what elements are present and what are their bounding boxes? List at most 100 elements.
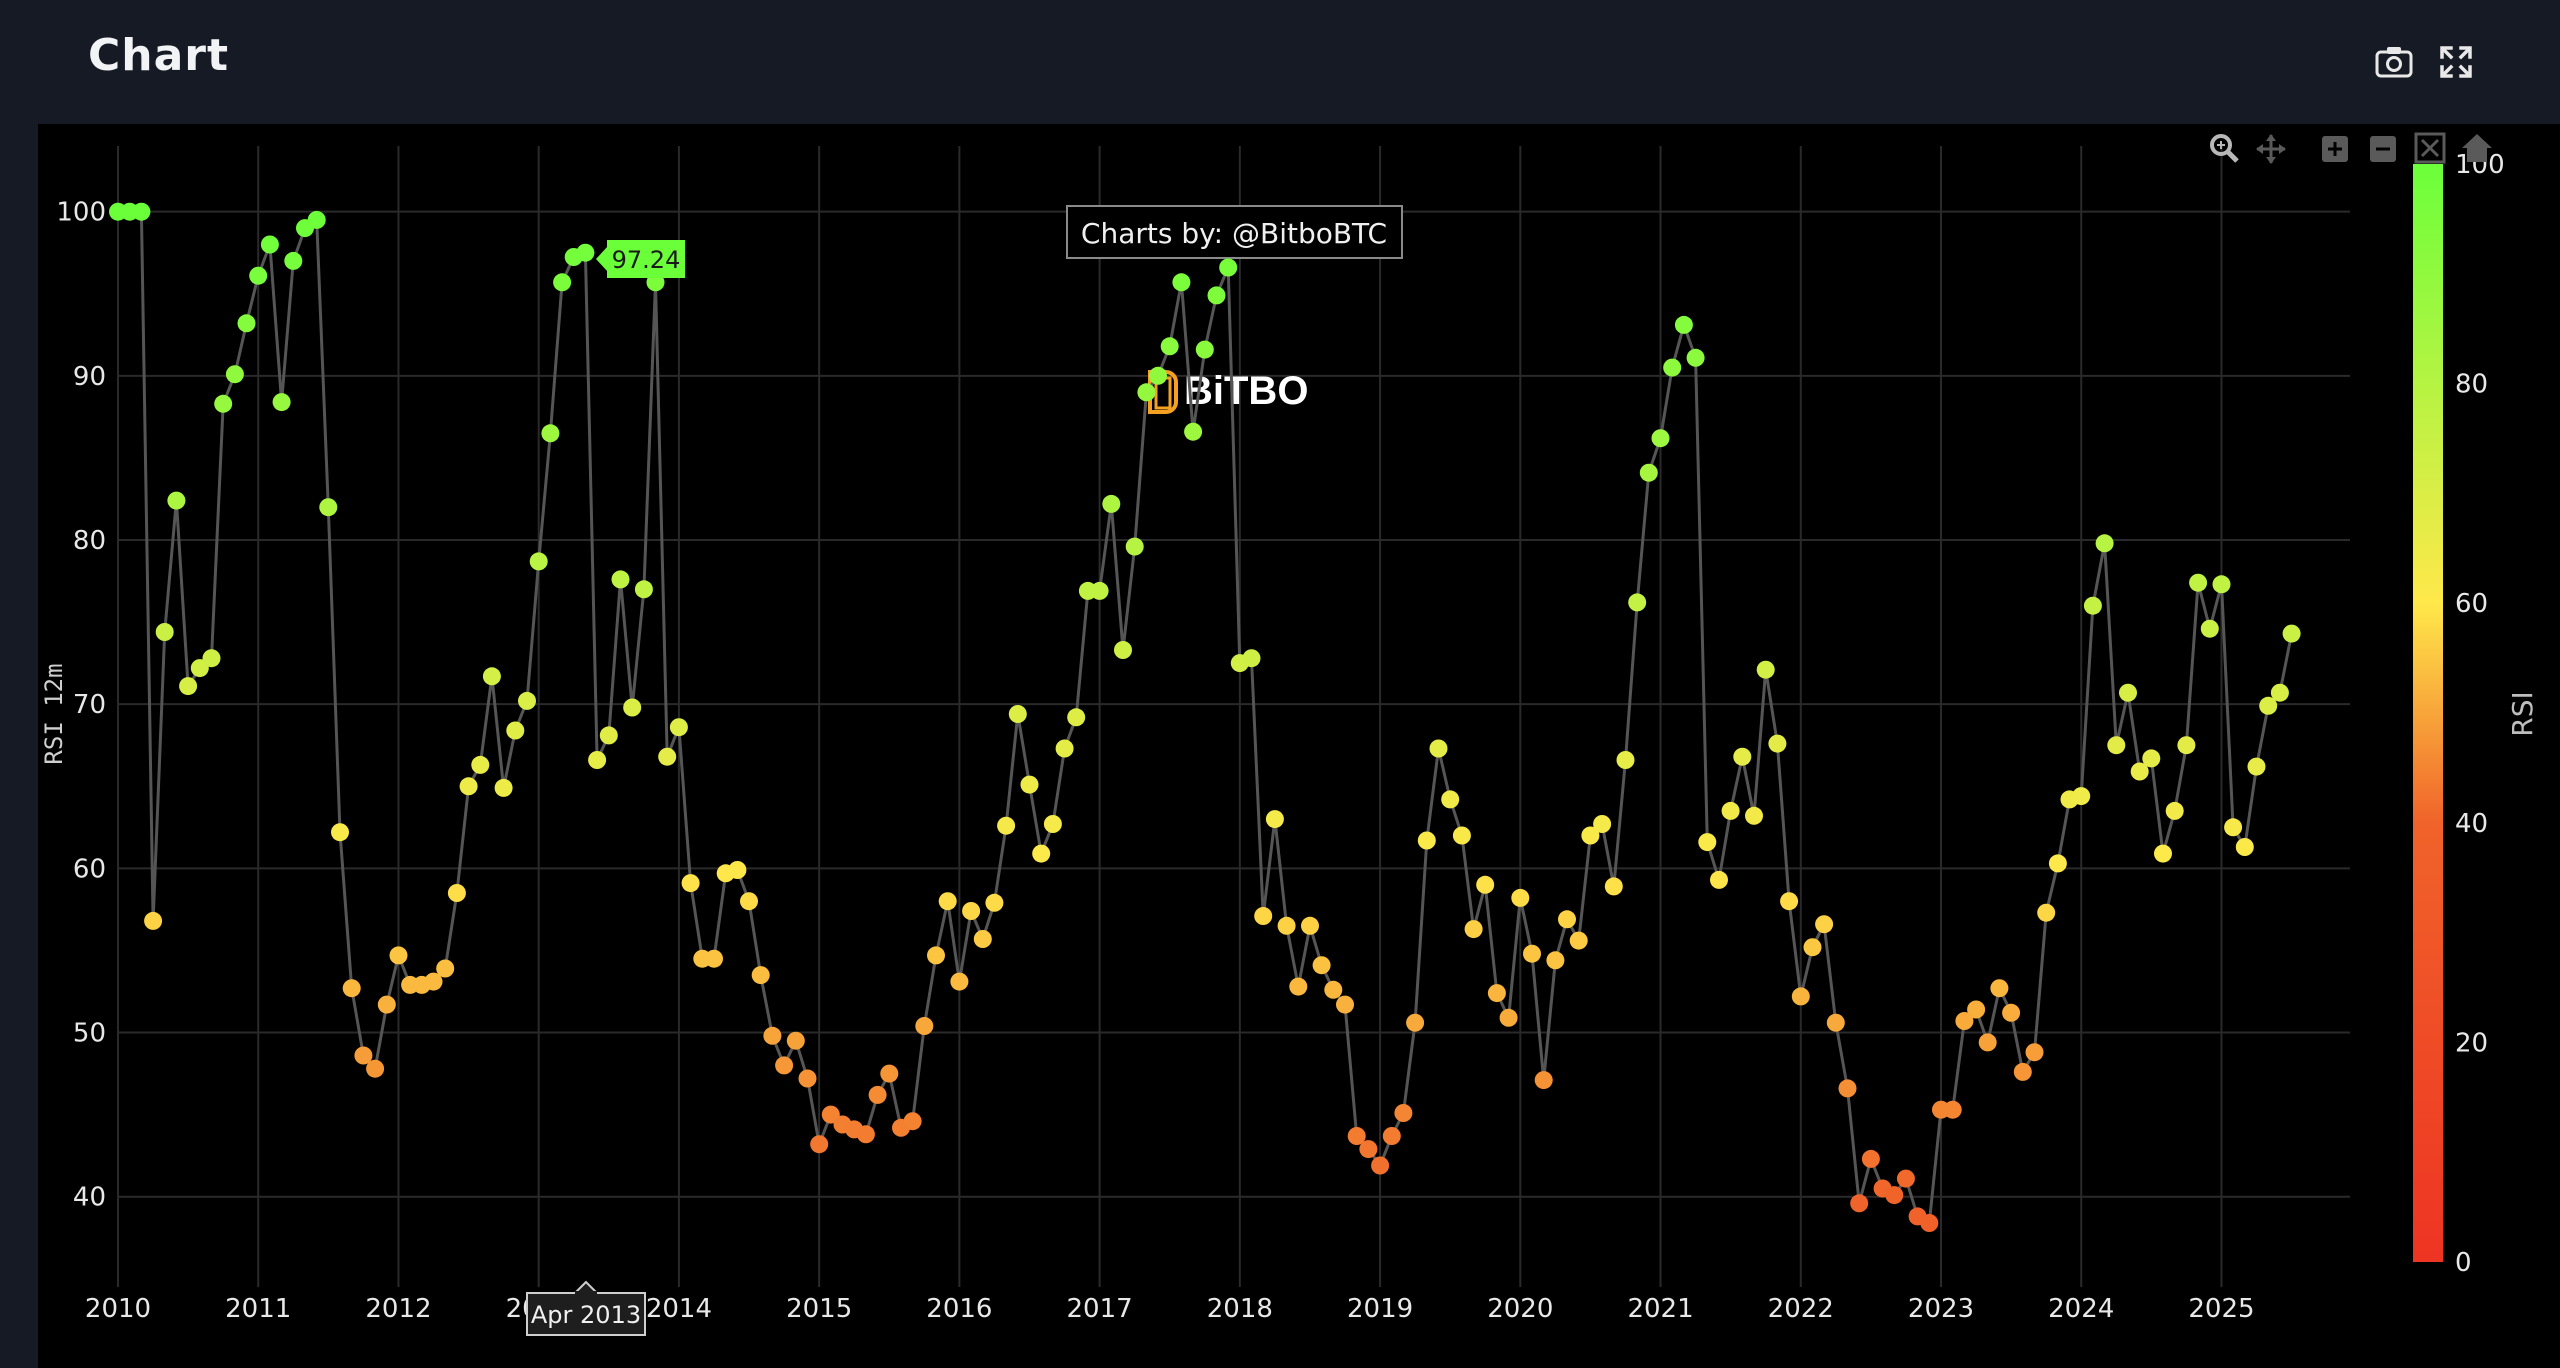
rsi-point[interactable] xyxy=(903,1112,922,1131)
rsi-point[interactable] xyxy=(179,677,198,696)
rsi-point[interactable] xyxy=(342,979,361,998)
rsi-point[interactable] xyxy=(2165,801,2184,820)
rsi-point[interactable] xyxy=(1008,705,1027,723)
rsi-point[interactable] xyxy=(482,667,501,686)
rsi-point[interactable] xyxy=(1838,1079,1857,1098)
rsi-point[interactable] xyxy=(2107,736,2126,755)
rsi-point[interactable] xyxy=(599,726,618,745)
rsi-point[interactable] xyxy=(705,949,723,968)
rsi-point[interactable] xyxy=(2025,1043,2044,1062)
rsi-point[interactable] xyxy=(424,972,443,991)
rsi-point[interactable] xyxy=(2235,838,2254,856)
rsi-point[interactable] xyxy=(214,394,233,413)
rsi-point[interactable] xyxy=(2037,903,2056,922)
rsi-point[interactable] xyxy=(1558,910,1576,929)
rsi-point[interactable] xyxy=(880,1064,899,1083)
rsi-point[interactable] xyxy=(1967,1000,1986,1019)
rsi-point[interactable] xyxy=(634,580,653,599)
rsi-point[interactable] xyxy=(1184,422,1203,441)
rsi-point[interactable] xyxy=(1663,358,1682,377)
rsi-point[interactable] xyxy=(553,273,572,292)
rsi-point[interactable] xyxy=(2154,844,2172,863)
rsi-point[interactable] xyxy=(1160,337,1179,356)
rsi-point[interactable] xyxy=(1978,1033,1997,1052)
rsi-point[interactable] xyxy=(856,1125,875,1144)
rsi-point[interactable] xyxy=(1733,747,1752,766)
rsi-point[interactable] xyxy=(1277,916,1296,935)
rsi-point[interactable] xyxy=(938,892,957,911)
rsi-point[interactable] xyxy=(2282,624,2301,643)
rsi-point[interactable] xyxy=(1312,956,1331,975)
rsi-point[interactable] xyxy=(2247,757,2266,776)
rsi-point[interactable] xyxy=(1674,315,1693,334)
rsi-point[interactable] xyxy=(1429,739,1448,758)
rsi-point[interactable] xyxy=(821,1105,840,1124)
rsi-point[interactable] xyxy=(1032,844,1051,863)
rsi-point[interactable] xyxy=(1604,877,1623,896)
rsi-point[interactable] xyxy=(2200,619,2219,638)
rsi-point[interactable] xyxy=(740,892,758,911)
rsi-point[interactable] xyxy=(2270,683,2289,702)
rsi-point[interactable] xyxy=(1394,1104,1413,1122)
reset-axes-icon[interactable] xyxy=(2462,134,2492,162)
camera-icon[interactable] xyxy=(2372,40,2416,84)
rsi-point[interactable] xyxy=(1896,1169,1915,1188)
rsi-point[interactable] xyxy=(1371,1156,1390,1175)
rsi-point[interactable] xyxy=(2189,573,2208,592)
rsi-point[interactable] xyxy=(284,251,303,270)
rsi-point[interactable] xyxy=(1826,1013,1845,1032)
rsi-point[interactable] xyxy=(2095,534,2114,553)
zoom-icon[interactable] xyxy=(2210,134,2239,163)
expand-icon[interactable] xyxy=(2434,40,2478,84)
rsi-point[interactable] xyxy=(868,1085,887,1104)
rsi-point[interactable] xyxy=(144,911,163,930)
rsi-point[interactable] xyxy=(1803,938,1822,957)
rsi-point[interactable] xyxy=(1710,870,1728,889)
rsi-point[interactable] xyxy=(763,1026,782,1045)
rsi-point[interactable] xyxy=(658,747,677,766)
rsi-point[interactable] xyxy=(1756,660,1775,679)
rsi-point[interactable] xyxy=(1452,826,1471,845)
rsi-point[interactable] xyxy=(915,1017,934,1035)
rsi-point[interactable] xyxy=(2130,762,2149,781)
rsi-point[interactable] xyxy=(1955,1012,1974,1030)
rsi-point[interactable] xyxy=(1137,383,1156,402)
rsi-point[interactable] xyxy=(623,698,642,717)
rsi-point[interactable] xyxy=(1639,463,1658,482)
rsi-point[interactable] xyxy=(1020,775,1039,794)
rsi-point[interactable] xyxy=(518,691,536,710)
rsi-point[interactable] xyxy=(1441,790,1460,809)
rsi-point[interactable] xyxy=(1990,979,2009,998)
rsi-point[interactable] xyxy=(1301,916,1319,935)
rsi-point[interactable] xyxy=(529,552,548,571)
rsi-point[interactable] xyxy=(2048,854,2067,873)
rsi-point[interactable] xyxy=(471,755,490,774)
rsi-point[interactable] xyxy=(494,778,513,797)
rsi-point[interactable] xyxy=(1090,581,1109,600)
rsi-point[interactable] xyxy=(1359,1140,1378,1159)
rsi-point[interactable] xyxy=(1698,833,1717,852)
rsi-point[interactable] xyxy=(167,491,186,510)
rsi-point[interactable] xyxy=(366,1059,385,1078)
rsi-point[interactable] xyxy=(1523,944,1541,963)
rsi-point[interactable] xyxy=(1382,1127,1401,1145)
rsi-point[interactable] xyxy=(1920,1214,1939,1232)
rsi-point[interactable] xyxy=(1464,920,1483,939)
rsi-point[interactable] xyxy=(1219,258,1238,277)
rsi-point[interactable] xyxy=(2002,1003,2021,1022)
rsi-point[interactable] xyxy=(202,649,221,668)
rsi-point[interactable] xyxy=(927,946,945,965)
rsi-point[interactable] xyxy=(1336,995,1354,1014)
rsi-point[interactable] xyxy=(249,266,268,285)
rsi-point[interactable] xyxy=(1172,273,1191,292)
rsi-point[interactable] xyxy=(1417,831,1436,850)
rsi-point[interactable] xyxy=(2177,736,2196,755)
rsi-point[interactable] xyxy=(354,1046,373,1065)
rsi-point[interactable] xyxy=(436,959,455,978)
rsi-point[interactable] xyxy=(786,1031,805,1050)
rsi-point[interactable] xyxy=(1207,286,1226,305)
rsi-point[interactable] xyxy=(1850,1194,1869,1213)
rsi-point[interactable] xyxy=(1628,593,1647,612)
pan-icon[interactable] xyxy=(2256,134,2286,164)
